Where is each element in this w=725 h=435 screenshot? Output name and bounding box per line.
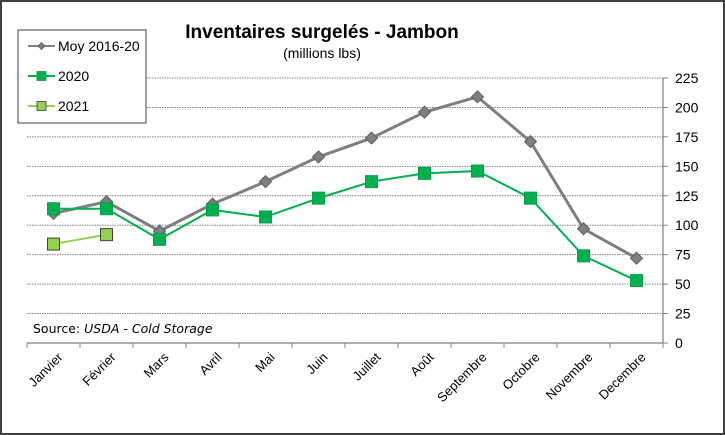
data-point <box>47 237 60 251</box>
legend-label: 2020 <box>58 68 89 84</box>
legend-marker-square <box>36 71 47 81</box>
series-line <box>53 233 107 246</box>
data-point <box>312 191 325 205</box>
source-name: USDA - Cold Storage <box>84 321 213 336</box>
data-point <box>364 131 379 145</box>
data-point <box>100 228 113 242</box>
y-tick-label: 50 <box>675 276 691 292</box>
x-tick-label: Avril <box>196 349 224 377</box>
legend-item: Moy 2016-20 <box>28 38 140 54</box>
data-point <box>417 105 432 119</box>
data-point <box>153 232 166 246</box>
legend-label: Moy 2016-20 <box>58 38 140 54</box>
x-axis-ticks: Janvier Février Mars Avril Mai Juin Juillet Aoû… <box>25 343 664 406</box>
series-2020 <box>47 164 643 288</box>
series-layer <box>46 90 644 288</box>
data-point <box>258 174 273 189</box>
y-tick-label: 125 <box>675 188 699 204</box>
data-point <box>471 164 484 178</box>
legend: Moy 2016-20 2020 2021 <box>17 29 147 124</box>
y-tick-label: 200 <box>675 99 699 115</box>
legend-marker-diamond <box>37 41 46 51</box>
y-tick-label: 0 <box>675 335 683 351</box>
data-point <box>524 191 537 205</box>
x-tick-label: Mars <box>141 349 172 380</box>
y-tick-label: 100 <box>675 217 699 233</box>
x-tick-label: Octobre <box>499 350 542 393</box>
x-tick-label: Novembre <box>543 350 596 403</box>
data-point <box>630 274 643 288</box>
x-tick-label: Janvier <box>25 349 66 390</box>
legend-label: 2021 <box>58 98 89 114</box>
source-note: Source: USDA - Cold Storage <box>33 321 213 336</box>
x-tick-label: Mai <box>252 349 277 374</box>
data-point <box>100 202 113 216</box>
data-point <box>470 90 485 104</box>
x-tick-label: Juin <box>303 350 330 377</box>
x-tick-label: Decembre <box>596 350 649 403</box>
legend-item: 2020 <box>28 68 89 84</box>
series-line <box>53 95 638 260</box>
data-point <box>523 134 538 149</box>
series-line <box>53 170 637 282</box>
y-tick-label: 175 <box>675 129 699 145</box>
data-point <box>577 249 590 263</box>
legend-item: 2021 <box>28 98 89 114</box>
data-point <box>259 210 272 224</box>
data-point <box>206 203 219 217</box>
data-point <box>629 251 644 265</box>
source-prefix: Source: <box>33 321 84 336</box>
data-point <box>418 166 431 180</box>
y-tick-label: 225 <box>675 70 699 86</box>
legend-marker-square <box>36 101 47 111</box>
data-point <box>311 150 326 164</box>
x-tick-label: Août <box>407 349 437 379</box>
y-axis-ticks: 0 25 50 75 100 125 150 175 200 225 <box>663 70 699 351</box>
data-point <box>365 175 378 189</box>
data-point <box>47 202 60 216</box>
x-tick-label: Février <box>79 349 119 389</box>
x-tick-label: Juillet <box>350 349 384 383</box>
svg-text:Source: USDA - Cold Storage: Source: USDA - Cold Storage <box>33 321 213 336</box>
y-tick-label: 150 <box>675 158 699 174</box>
y-tick-label: 25 <box>675 306 691 322</box>
y-tick-label: 75 <box>675 247 691 263</box>
chart-title: Inventaires surgelés - Jambon <box>185 22 459 43</box>
series-2021 <box>47 228 113 251</box>
data-point <box>576 222 591 236</box>
x-tick-label: Septembre <box>434 350 490 406</box>
chart-subtitle: (millions lbs) <box>283 45 361 61</box>
